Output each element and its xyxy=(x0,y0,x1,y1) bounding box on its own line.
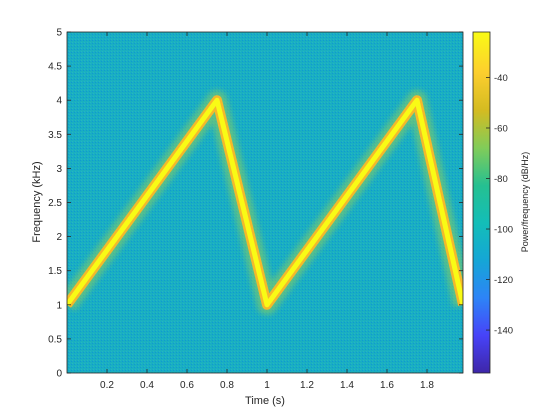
x-tick-label: 1.8 xyxy=(420,380,434,391)
x-tick-label: 1.6 xyxy=(380,380,394,391)
x-tick-label: 0.2 xyxy=(100,380,114,391)
x-tick-label: 0.8 xyxy=(220,380,234,391)
x-tick-label: 1.2 xyxy=(300,380,314,391)
colorbar-gradient xyxy=(473,32,490,373)
y-axis-label: Frequency (kHz) xyxy=(31,161,43,242)
y-tick-label: 4 xyxy=(56,96,62,107)
colorbar-label: Power/frequency (dB/Hz) xyxy=(520,152,530,253)
x-axis: 0.2 0.4 0.6 0.8 1 1.2 1.4 1.6 1.8 xyxy=(100,32,434,391)
x-tick-label: 0.6 xyxy=(180,380,194,391)
y-axis: 0 0.5 1 1.5 2 2.5 3 3.5 4 4.5 5 xyxy=(48,28,463,380)
x-axis-label: Time (s) xyxy=(245,395,285,407)
y-tick-label: 2.5 xyxy=(48,198,62,209)
x-tick-label: 0.4 xyxy=(140,380,154,391)
colorbar-tick-label: -140 xyxy=(494,326,513,337)
y-tick-label: 0.5 xyxy=(48,334,62,345)
colorbar-tick-label: -60 xyxy=(494,123,508,134)
colorbar-tick-label: -100 xyxy=(494,225,513,236)
y-tick-label: 1 xyxy=(56,300,62,311)
colorbar: -40 -60 -80 -100 -120 -140 Power/frequency (d… xyxy=(472,31,530,374)
y-tick-label: 5 xyxy=(56,28,62,39)
colorbar-ticks: -40 -60 -80 -100 -120 -140 xyxy=(486,73,513,337)
colorbar-tick-label: -80 xyxy=(494,174,508,185)
y-tick-label: 3 xyxy=(56,164,62,175)
colorbar-tick-label: -40 xyxy=(494,73,508,84)
y-tick-label: 3.5 xyxy=(48,130,62,141)
y-tick-label: 4.5 xyxy=(48,62,62,73)
x-tick-label: 1 xyxy=(264,380,270,391)
colorbar-tick-label: -120 xyxy=(494,275,513,286)
y-tick-label: 1.5 xyxy=(48,266,62,277)
x-tick-label: 1.4 xyxy=(340,380,354,391)
plot-area xyxy=(66,31,464,374)
colorbar-frame xyxy=(472,31,491,374)
y-tick-label: 2 xyxy=(56,232,62,243)
y-tick-label: 0 xyxy=(56,369,62,380)
ridge-core xyxy=(67,97,463,308)
spectrogram-background xyxy=(67,32,463,373)
